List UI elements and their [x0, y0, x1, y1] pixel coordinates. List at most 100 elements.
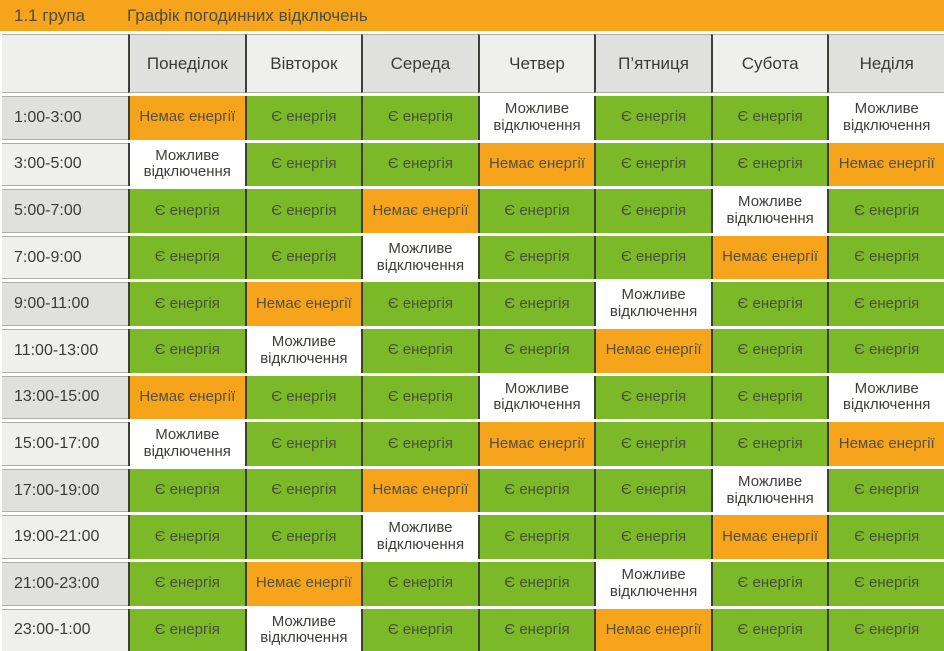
time-label: 23:00-1:00 — [2, 608, 128, 651]
schedule-cell: Є енергія — [361, 561, 478, 606]
time-label: 1:00-3:00 — [2, 96, 128, 140]
schedule-cell: Можливе відключення — [128, 422, 245, 466]
schedule-cell: Є енергія — [710, 96, 828, 140]
schedule-cell: Немає енергії — [361, 468, 478, 513]
schedule-grid: Понеділок Вівторок Середа Четвер П’ятниця Суб… — [0, 34, 944, 651]
schedule-cell: Можливе відключення — [594, 282, 711, 326]
schedule-cell: Є енергія — [477, 561, 595, 606]
schedule-cell: Є енергія — [361, 422, 478, 466]
time-label: 19:00-21:00 — [2, 515, 128, 559]
corner-cell — [2, 34, 128, 93]
schedule-cell: Є енергія — [594, 515, 711, 559]
schedule-cell: Немає енергії — [128, 375, 245, 420]
schedule-cell: Немає енергії — [710, 515, 828, 559]
day-header: Вівторок — [244, 34, 362, 93]
schedule-cell: Можливе відключення — [827, 96, 944, 140]
schedule-cell: Є енергія — [244, 142, 362, 187]
schedule-cell: Є енергія — [594, 96, 711, 140]
time-label: 17:00-19:00 — [2, 468, 128, 513]
schedule-cell: Є енергія — [594, 468, 711, 513]
schedule-cell: Є енергія — [128, 235, 245, 280]
schedule-cell: Є енергія — [827, 608, 944, 651]
schedule-cell: Немає енергії — [361, 189, 478, 233]
schedule-cell: Є енергія — [244, 468, 362, 513]
schedule-cell: Є енергія — [244, 422, 362, 466]
schedule-cell: Можливе відключення — [361, 515, 478, 559]
schedule-cell: Є енергія — [477, 608, 595, 651]
schedule-cell: Є енергія — [244, 96, 362, 140]
schedule-cell: Є енергія — [827, 515, 944, 559]
schedule-cell: Є енергія — [244, 189, 362, 233]
day-header: Понеділок — [128, 34, 245, 93]
schedule-cell: Є енергія — [361, 328, 478, 373]
day-header: Неділя — [827, 34, 944, 93]
schedule-cell: Є енергія — [710, 608, 828, 651]
schedule-cell: Немає енергії — [128, 96, 245, 140]
schedule-cell: Немає енергії — [594, 328, 711, 373]
schedule-cell: Є енергія — [361, 96, 478, 140]
schedule-cell: Можливе відключення — [477, 375, 595, 420]
schedule-cell: Є енергія — [128, 189, 245, 233]
schedule-cell: Є енергія — [477, 515, 595, 559]
schedule-cell: Є енергія — [361, 282, 478, 326]
schedule-cell: Є енергія — [827, 561, 944, 606]
time-label: 21:00-23:00 — [2, 561, 128, 606]
day-header: Середа — [361, 34, 478, 93]
schedule-cell: Можливе відключення — [244, 328, 362, 373]
schedule-cell: Є енергія — [594, 142, 711, 187]
schedule-cell: Немає енергії — [477, 422, 595, 466]
schedule-cell: Можливе відключення — [477, 96, 595, 140]
title-bar: 1.1 група Графік погодинних відключень — [0, 0, 944, 31]
group-label: 1.1 група — [14, 5, 85, 25]
schedule-cell: Є енергія — [710, 282, 828, 326]
schedule-cell: Є енергія — [477, 282, 595, 326]
schedule-cell: Можливе відключення — [710, 189, 828, 233]
schedule-cell: Немає енергії — [244, 561, 362, 606]
day-header: Четвер — [477, 34, 595, 93]
page-title: Графік погодинних відключень — [127, 5, 368, 25]
schedule-cell: Можливе відключення — [710, 468, 828, 513]
schedule-cell: Немає енергії — [477, 142, 595, 187]
schedule-cell: Немає енергії — [827, 142, 944, 187]
time-label: 3:00-5:00 — [2, 142, 128, 187]
schedule-cell: Є енергія — [710, 328, 828, 373]
schedule-cell: Є енергія — [710, 142, 828, 187]
schedule-cell: Є енергія — [827, 282, 944, 326]
schedule-cell: Є енергія — [710, 375, 828, 420]
schedule-cell: Є енергія — [361, 142, 478, 187]
schedule-cell: Є енергія — [244, 515, 362, 559]
schedule-cell: Є енергія — [710, 561, 828, 606]
schedule-cell: Є енергія — [128, 515, 245, 559]
schedule-cell: Є енергія — [477, 235, 595, 280]
schedule-cell: Є енергія — [128, 328, 245, 373]
schedule-cell: Є енергія — [128, 608, 245, 651]
schedule-cell: Є енергія — [128, 468, 245, 513]
schedule-cell: Є енергія — [827, 189, 944, 233]
schedule-cell: Є енергія — [361, 608, 478, 651]
schedule-cell: Можливе відключення — [827, 375, 944, 420]
time-label: 7:00-9:00 — [2, 235, 128, 280]
schedule-cell: Є енергія — [710, 422, 828, 466]
schedule-cell: Є енергія — [128, 561, 245, 606]
schedule-cell: Є енергія — [244, 375, 362, 420]
day-header: Субота — [710, 34, 828, 93]
schedule-cell: Є енергія — [827, 468, 944, 513]
schedule-cell: Можливе відключення — [361, 235, 478, 280]
schedule-cell: Є енергія — [594, 422, 711, 466]
schedule-cell: Немає енергії — [710, 235, 828, 280]
schedule-cell: Немає енергії — [594, 608, 711, 651]
schedule-cell: Немає енергії — [244, 282, 362, 326]
time-label: 13:00-15:00 — [2, 375, 128, 420]
time-label: 15:00-17:00 — [2, 422, 128, 466]
time-label: 9:00-11:00 — [2, 282, 128, 326]
day-header: П’ятниця — [594, 34, 711, 93]
schedule-cell: Є енергія — [594, 375, 711, 420]
schedule-cell: Є енергія — [477, 328, 595, 373]
time-label: 5:00-7:00 — [2, 189, 128, 233]
schedule-cell: Є енергія — [361, 375, 478, 420]
schedule-cell: Є енергія — [594, 189, 711, 233]
schedule-cell: Можливе відключення — [594, 561, 711, 606]
schedule-cell: Є енергія — [594, 235, 711, 280]
schedule-cell: Є енергія — [477, 189, 595, 233]
